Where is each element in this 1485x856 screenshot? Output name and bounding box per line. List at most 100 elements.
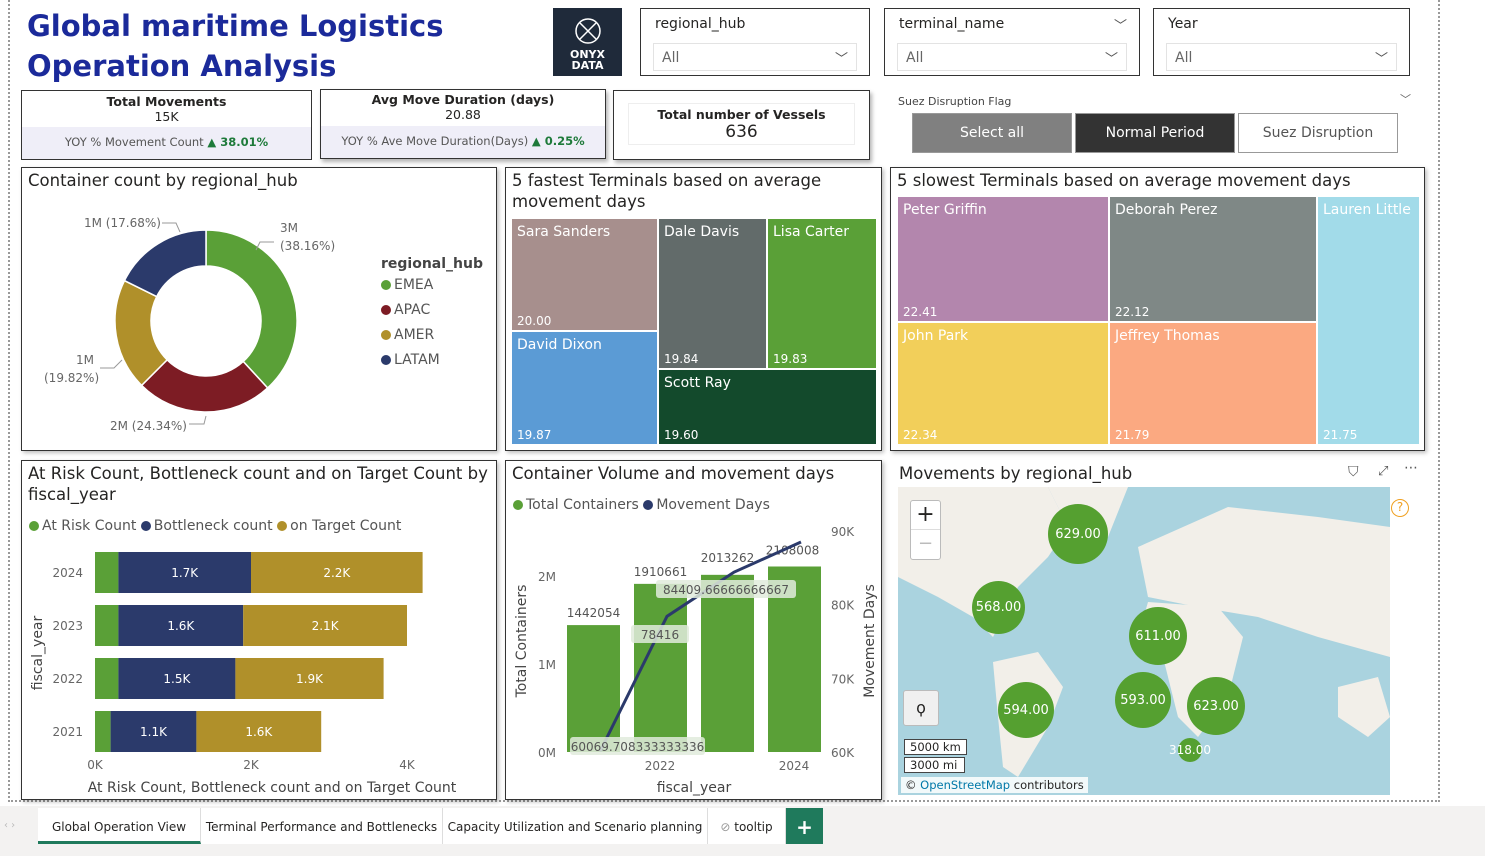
onyx-logo: ONYX DATA (553, 8, 622, 76)
legend-item[interactable]: Total Containers (513, 497, 639, 513)
treemap-tile[interactable]: Lauren Little 21.75 (1317, 196, 1420, 445)
slicer-year[interactable]: Year All ﹀ (1153, 8, 1410, 76)
data-label: 1.6K (245, 725, 273, 739)
map-bubble[interactable]: 629.00 (1048, 504, 1108, 564)
map-attribution: © OpenStreetMap contributors (901, 777, 1088, 793)
donut-slice-apac[interactable] (140, 358, 269, 413)
bar-segment[interactable] (235, 658, 384, 699)
chart-title: 5 slowest Terminals based on average mov… (897, 171, 1351, 190)
y-axis-title: fiscal_year (30, 616, 46, 691)
treemap-tile[interactable]: Peter Griffin 22.41 (897, 196, 1109, 322)
map-panel: Movements by regional_hub ⛉ ⤢ ⋯ 629.00 5… (890, 460, 1425, 800)
legend-title: regional_hub (381, 256, 484, 272)
legend-item[interactable]: on Target Count (277, 518, 401, 534)
bar-segment[interactable] (110, 711, 197, 752)
data-label: 1.1K (140, 725, 168, 739)
map-bubble[interactable]: 611.00 (1129, 607, 1187, 665)
select-all-button[interactable]: Select all (912, 113, 1072, 153)
y2-axis-title: Movement Days (862, 584, 878, 698)
map-bubble[interactable]: 623.00 (1187, 677, 1245, 735)
map-bubble[interactable]: 593.00 (1115, 672, 1171, 728)
bar-segment[interactable] (95, 605, 119, 646)
bar[interactable] (701, 574, 754, 752)
add-page-button[interactable]: + (786, 808, 823, 844)
slicer-terminal-name[interactable]: terminal_name ﹀ All ﹀ (884, 8, 1140, 76)
y-tick-label: 2022 (52, 672, 83, 686)
bar-segment[interactable] (118, 658, 236, 699)
zoom-in-button[interactable]: + (911, 501, 940, 530)
regional-hub-dropdown[interactable]: All ﹀ (653, 43, 857, 71)
dropdown-value: All (1175, 50, 1193, 66)
treemap-tile[interactable]: Deborah Perez 22.12 (1109, 196, 1317, 322)
tile-value: 22.12 (1115, 305, 1150, 319)
filter-icon[interactable]: ⛉ (1348, 464, 1359, 480)
donut-slice-emea[interactable] (205, 229, 298, 390)
treemap-tile[interactable]: David Dixon 19.87 (511, 331, 658, 445)
legend-item-apac[interactable]: APAC (381, 302, 483, 318)
y-tick-label: 2023 (52, 619, 83, 633)
legend-item[interactable]: Bottleneck count (140, 518, 273, 534)
data-label: 2108008 (766, 543, 819, 557)
legend-item[interactable]: At Risk Count (29, 518, 136, 534)
y-tick-label: 2M (538, 570, 556, 584)
scale-km: 5000 km (904, 739, 967, 755)
suez-disruption-button[interactable]: Suez Disruption (1238, 113, 1398, 153)
map-bubble[interactable]: 568.00 (972, 581, 1025, 634)
tab-tooltip[interactable]: ⊘ tooltip (708, 808, 786, 844)
year-dropdown[interactable]: All ﹀ (1166, 43, 1397, 71)
tab-terminal-performance[interactable]: Terminal Performance and Bottlenecks (201, 808, 443, 844)
y-tick-label: 2021 (52, 725, 83, 739)
chart-legend: Total Containers Movement Days (513, 497, 770, 513)
treemap-tile[interactable]: Sara Sanders 20.00 (511, 218, 658, 331)
treemap-tile[interactable]: Lisa Carter 19.83 (767, 218, 877, 369)
terminal-name-dropdown[interactable]: All ﹀ (897, 43, 1127, 71)
legend-item-amer[interactable]: AMER (381, 327, 483, 343)
tab-scroll-arrows[interactable]: ‹ › (4, 820, 16, 831)
kpi-value: 636 (725, 122, 758, 142)
bar-segment[interactable] (95, 658, 119, 699)
bar-segment[interactable] (118, 605, 244, 646)
legend-item-latam[interactable]: LATAM (381, 352, 483, 368)
tab-global-operation-view[interactable]: Global Operation View (38, 808, 201, 844)
bar-segment[interactable] (251, 552, 423, 593)
bar[interactable] (567, 625, 620, 752)
bar-segment[interactable] (196, 711, 322, 752)
focus-mode-icon[interactable]: ⤢ (1378, 464, 1389, 479)
donut-slice-latam[interactable] (123, 229, 207, 298)
treemap-tile[interactable]: Scott Ray 19.60 (658, 369, 877, 445)
stacked-bar-panel: At Risk Count, Bottleneck count and on T… (21, 460, 497, 800)
leader-line (189, 415, 207, 425)
map-bubble[interactable]: 594.00 (998, 682, 1054, 738)
zoom-out-button[interactable]: − (917, 533, 934, 554)
tab-capacity-utilization[interactable]: Capacity Utilization and Scenario planni… (443, 808, 708, 844)
world-basemap (898, 487, 1390, 777)
normal-period-button[interactable]: Normal Period (1075, 113, 1235, 153)
chevron-down-icon[interactable]: ﹀ (1400, 93, 1411, 106)
treemap-tile[interactable]: Dale Davis 19.84 (658, 218, 767, 369)
slice-label: 3M (280, 221, 298, 235)
slicer-regional-hub[interactable]: regional_hub All ﹀ (640, 8, 870, 76)
line-data-label: 84409.66666666667 (663, 583, 789, 597)
bar-segment[interactable] (95, 711, 111, 752)
osm-link[interactable]: OpenStreetMap (920, 778, 1011, 792)
legend-label: AMER (394, 327, 435, 343)
slice-label: (38.16%) (280, 239, 335, 253)
bar-segment[interactable] (243, 605, 407, 646)
legend-item-emea[interactable]: EMEA (381, 277, 483, 293)
donut-chart: 3M (38.16%) 2M (24.34%) 1M (19.82%) 1M (17.68… (44, 216, 335, 433)
treemap-tile[interactable]: John Park 22.34 (897, 322, 1109, 445)
more-options-icon[interactable]: ⋯ (1404, 460, 1418, 476)
yoy-value: ▲ 38.01% (207, 135, 269, 149)
y2-tick-label: 60K (831, 746, 855, 760)
map-canvas[interactable]: 629.00 568.00 611.00 594.00 593.00 623.0… (898, 487, 1390, 795)
leader-line (162, 222, 181, 233)
lasso-select-icon[interactable]: ϙ (903, 690, 939, 726)
bar-segment[interactable] (118, 552, 252, 593)
map-bubble[interactable]: 318.00 (1169, 738, 1211, 762)
treemap-tile[interactable]: Jeffrey Thomas 21.79 (1109, 322, 1317, 445)
bar-segment[interactable] (95, 552, 119, 593)
legend-item[interactable]: Movement Days (643, 497, 770, 513)
line-data-label: 78416 (641, 628, 679, 642)
chevron-down-icon[interactable]: ﹀ (1113, 19, 1127, 34)
help-icon[interactable]: ? (1391, 499, 1409, 517)
